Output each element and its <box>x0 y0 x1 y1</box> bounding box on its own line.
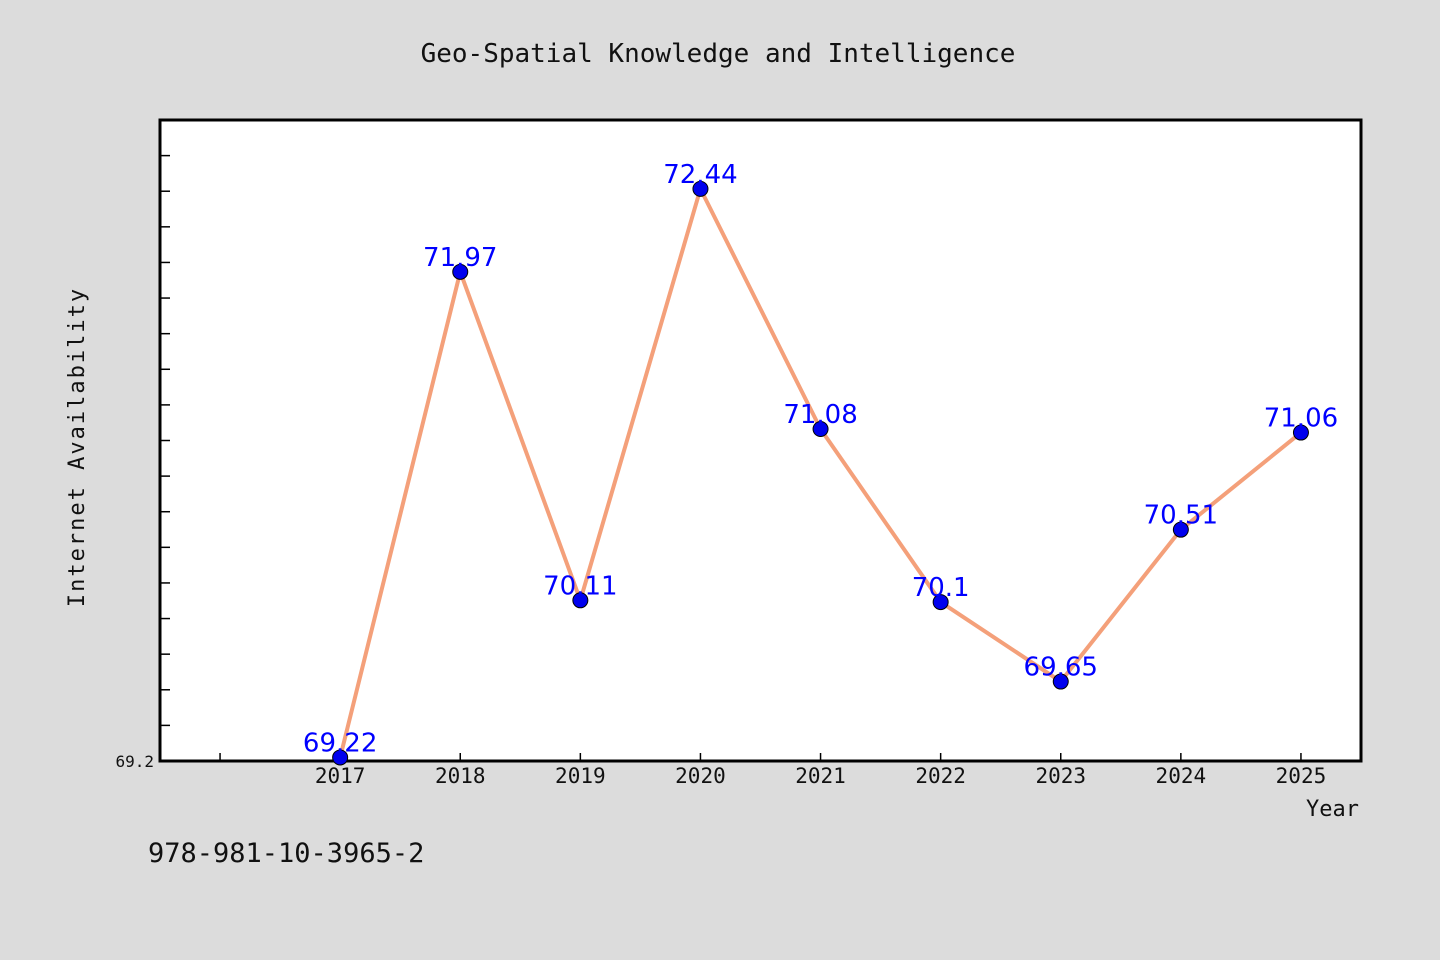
y-tick-labels: 69.2 <box>115 752 154 771</box>
x-tick-label: 2017 <box>315 764 366 788</box>
y-minor-ticks <box>160 154 170 727</box>
x-axis-label: Year <box>1306 797 1359 822</box>
data-point <box>1292 424 1309 441</box>
data-label: 71.08 <box>783 400 857 430</box>
x-tick-label: 2024 <box>1156 764 1207 788</box>
y-tick-label: 69.2 <box>115 752 154 771</box>
series-points <box>332 180 1309 766</box>
data-point <box>812 421 829 438</box>
data-labels: 69.22 71.97 70.11 72.44 71.08 70.1 69.65 70.51 7… <box>303 160 1338 759</box>
chart-title: Geo-Spatial Knowledge and Intelligence <box>421 39 1016 69</box>
data-point <box>1052 673 1069 690</box>
data-point <box>572 592 589 609</box>
data-label: 70.51 <box>1144 501 1218 531</box>
x-tick-label: 2018 <box>435 764 486 788</box>
y-axis-label: Internet Availability <box>65 287 90 607</box>
x-tick-label: 2020 <box>675 764 726 788</box>
data-label: 71.97 <box>423 243 497 273</box>
data-label: 70.1 <box>912 573 970 603</box>
x-tick-label: 2025 <box>1276 764 1327 788</box>
data-label: 70.11 <box>543 571 617 601</box>
isbn-footer: 978-981-10-3965-2 <box>148 838 424 869</box>
data-point <box>332 749 349 766</box>
x-tick-label: 2023 <box>1035 764 1086 788</box>
data-point <box>692 180 709 197</box>
plot-area <box>158 118 1363 763</box>
x-tick-label: 2021 <box>795 764 846 788</box>
data-label: 71.06 <box>1264 404 1338 434</box>
data-label: 69.65 <box>1024 653 1098 683</box>
data-point <box>932 594 949 611</box>
x-tick-labels: 2017 2018 2019 2020 2021 2022 2023 2024 2025 <box>315 764 1326 788</box>
x-tick-label: 2019 <box>555 764 606 788</box>
data-label: 69.22 <box>303 728 377 758</box>
data-point <box>1172 521 1189 538</box>
x-tick-label: 2022 <box>915 764 966 788</box>
data-point <box>452 263 469 280</box>
data-label: 72.44 <box>663 160 737 190</box>
